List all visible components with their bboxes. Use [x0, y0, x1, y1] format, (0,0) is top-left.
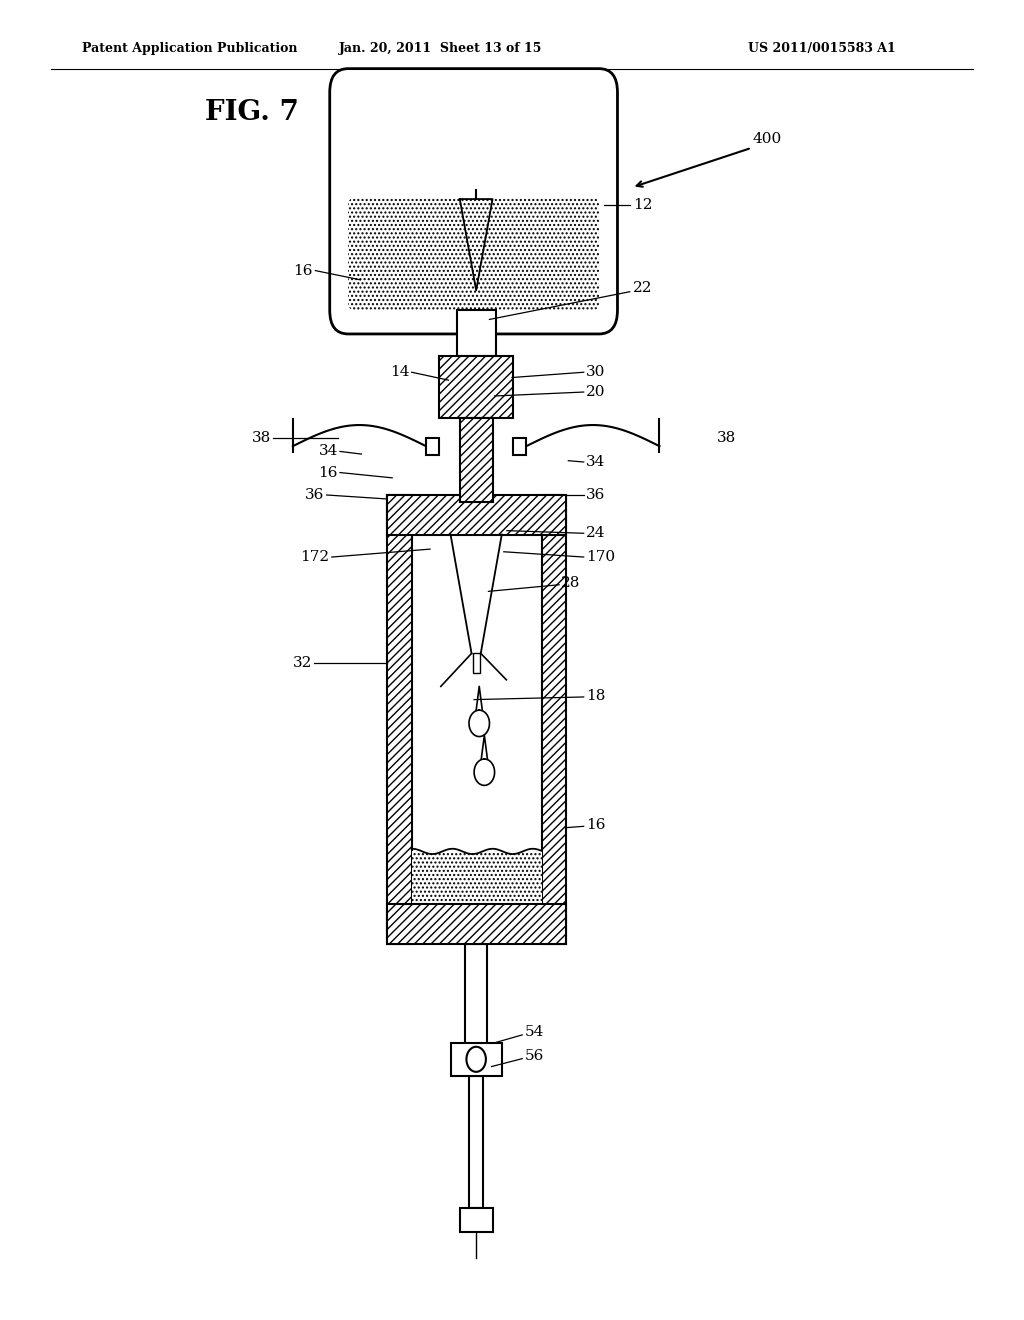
Bar [439, 356, 513, 418]
Bar [451, 1043, 502, 1076]
Bar [473, 653, 479, 673]
Text: 38: 38 [252, 432, 271, 445]
Bar [542, 495, 566, 944]
Text: 16: 16 [586, 818, 605, 832]
Text: FIG. 7: FIG. 7 [205, 99, 299, 125]
Bar [460, 418, 493, 502]
Text: 16: 16 [293, 264, 312, 277]
Text: 28: 28 [561, 577, 581, 590]
Bar [460, 1208, 493, 1232]
Text: 34: 34 [318, 445, 338, 458]
Bar [387, 904, 566, 944]
Text: 20: 20 [586, 385, 605, 399]
Text: 36: 36 [586, 488, 605, 502]
Text: 54: 54 [524, 1026, 544, 1039]
Text: 172: 172 [301, 550, 330, 564]
Text: 30: 30 [586, 366, 605, 379]
Text: 38: 38 [717, 432, 736, 445]
Text: 32: 32 [293, 656, 312, 669]
Text: Jan. 20, 2011  Sheet 13 of 15: Jan. 20, 2011 Sheet 13 of 15 [339, 42, 542, 55]
Text: 14: 14 [390, 366, 410, 379]
Bar [387, 495, 566, 535]
Text: 12: 12 [633, 198, 652, 211]
FancyBboxPatch shape [348, 198, 599, 310]
Text: 56: 56 [524, 1049, 544, 1063]
Text: 170: 170 [586, 550, 614, 564]
FancyBboxPatch shape [330, 69, 617, 334]
Bar [387, 495, 412, 944]
Bar [513, 437, 526, 454]
Bar [469, 1076, 483, 1208]
Text: 400: 400 [753, 132, 782, 145]
Text: 36: 36 [305, 488, 325, 502]
Text: US 2011/0015583 A1: US 2011/0015583 A1 [748, 42, 895, 55]
Bar [457, 310, 496, 356]
Text: 34: 34 [586, 455, 605, 469]
Bar [426, 437, 439, 454]
Text: 22: 22 [633, 281, 652, 294]
Text: 24: 24 [586, 527, 605, 540]
Text: 16: 16 [318, 466, 338, 479]
Bar [465, 944, 487, 1063]
Bar [412, 851, 542, 904]
Text: 18: 18 [586, 689, 605, 702]
Text: Patent Application Publication: Patent Application Publication [82, 42, 297, 55]
